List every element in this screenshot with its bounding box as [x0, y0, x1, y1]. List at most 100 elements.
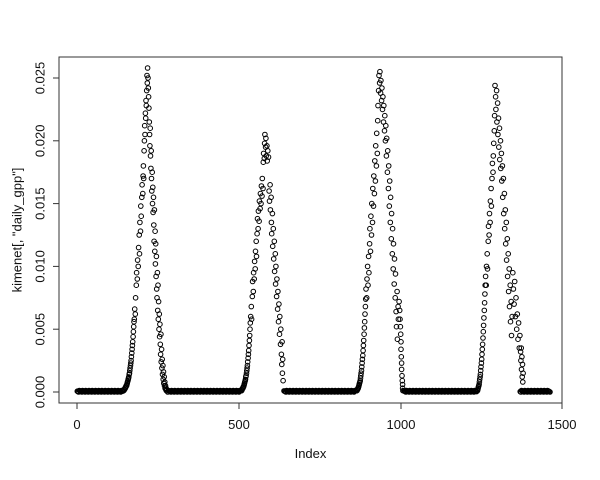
- data-point: [481, 315, 487, 321]
- data-point: [373, 130, 380, 137]
- data-point: [477, 374, 483, 380]
- data-point: [152, 248, 158, 255]
- data-point: [145, 85, 152, 91]
- data-point: [398, 366, 405, 373]
- data-point: [392, 295, 399, 301]
- data-point: [384, 148, 391, 154]
- data-point: [159, 356, 165, 363]
- data-point: [398, 346, 404, 353]
- data-point: [129, 346, 135, 353]
- data-point: [477, 371, 484, 378]
- data-point: [264, 143, 270, 149]
- data-point: [479, 346, 486, 353]
- data-point: [135, 263, 141, 270]
- y-tick-label: 0.010: [33, 250, 48, 283]
- data-point: [486, 210, 493, 217]
- data-point: [371, 173, 377, 179]
- data-point: [480, 328, 487, 335]
- data-point: [276, 301, 282, 307]
- data-point: [505, 251, 512, 257]
- data-point: [246, 342, 252, 349]
- data-point: [383, 135, 390, 142]
- data-point: [133, 282, 140, 289]
- data-point: [141, 122, 148, 129]
- data-point: [141, 148, 147, 154]
- data-point: [373, 163, 380, 169]
- data-point: [249, 293, 256, 300]
- data-point: [504, 236, 511, 242]
- data-point: [496, 125, 503, 131]
- plot-box: [58, 56, 563, 404]
- data-point: [497, 138, 504, 144]
- data-point: [146, 119, 153, 125]
- data-point: [157, 341, 164, 348]
- data-point: [149, 200, 156, 207]
- y-tick-label: 0.005: [33, 313, 48, 346]
- data-point: [275, 288, 281, 295]
- data-point: [379, 85, 385, 91]
- data-point: [266, 188, 272, 194]
- data-point: [506, 266, 513, 272]
- data-point: [132, 311, 139, 317]
- data-point: [366, 241, 373, 247]
- data-point: [263, 135, 269, 142]
- data-point: [279, 370, 286, 377]
- data-point: [136, 251, 143, 257]
- x-tick-label: 0: [73, 417, 80, 432]
- x-tick-label: 500: [228, 417, 250, 432]
- data-point: [139, 182, 145, 188]
- data-point: [155, 316, 162, 323]
- data-point: [152, 261, 159, 267]
- data-point: [130, 328, 137, 335]
- data-point: [146, 105, 152, 111]
- data-point: [383, 122, 389, 129]
- data-point: [483, 282, 490, 289]
- data-point: [483, 263, 490, 270]
- data-point: [246, 337, 253, 344]
- data-point: [148, 148, 154, 154]
- data-point: [496, 144, 502, 150]
- data-point: [160, 362, 166, 369]
- data-point: [271, 238, 278, 245]
- data-point: [142, 110, 149, 116]
- data-point: [392, 271, 399, 277]
- data-point: [158, 346, 165, 353]
- data-point: [257, 205, 263, 212]
- data-point: [147, 153, 154, 159]
- data-point: [279, 339, 285, 345]
- data-point: [154, 269, 161, 276]
- data-point: [395, 316, 402, 323]
- data-point: [481, 307, 488, 314]
- data-point: [488, 185, 494, 192]
- data-point: [476, 381, 482, 388]
- data-point: [247, 326, 253, 333]
- data-point: [256, 218, 262, 224]
- data-point: [150, 184, 156, 191]
- data-point: [380, 94, 386, 100]
- data-point: [278, 351, 285, 358]
- data-point: [393, 323, 400, 330]
- data-point: [147, 143, 153, 149]
- data-point: [245, 355, 251, 361]
- data-point: [248, 316, 255, 323]
- data-point: [152, 241, 159, 247]
- data-point: [378, 77, 384, 84]
- data-point: [372, 178, 379, 184]
- data-point: [245, 351, 252, 358]
- data-point: [372, 158, 378, 164]
- data-point: [485, 238, 492, 245]
- data-point: [149, 188, 155, 194]
- data-point: [400, 387, 406, 394]
- data-point: [131, 318, 137, 325]
- data-point: [251, 258, 258, 265]
- x-axis-title: Index: [294, 446, 327, 461]
- data-point: [489, 175, 495, 182]
- y-tick-label: 0.020: [33, 125, 48, 158]
- data-point: [368, 232, 375, 238]
- data-point: [138, 213, 144, 219]
- data-point: [141, 138, 148, 144]
- data-point: [267, 182, 273, 188]
- y-axis: 0.000 0.005 0.010 0.015 0.020 0.025: [33, 62, 59, 408]
- data-point: [126, 374, 132, 380]
